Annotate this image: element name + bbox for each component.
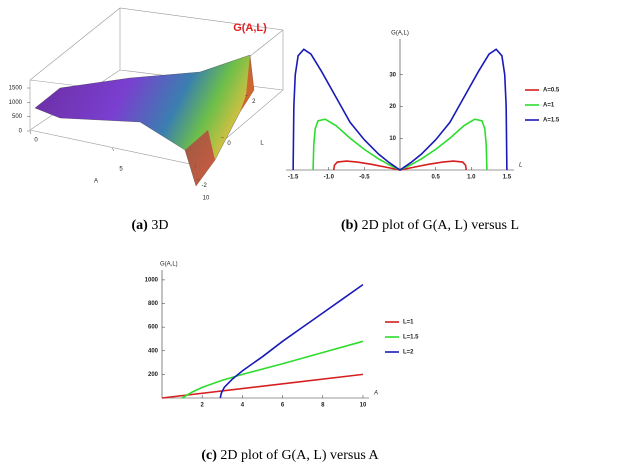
chart-title: G(A,L) (160, 262, 178, 268)
x-tick-label: 1.0 (467, 175, 476, 181)
y-tick-label: 10 (389, 136, 396, 142)
surface (34, 54, 255, 187)
y-tick-label: 600 (148, 325, 159, 331)
y-tick-label: 400 (148, 348, 159, 354)
y-tick-label: 20 (389, 104, 396, 110)
z-tick-label: 1500 (9, 86, 23, 92)
caption-label: (a) (132, 218, 149, 233)
y-tick-label: 1000 (145, 277, 159, 283)
x-tick-label: 0.5 (431, 175, 440, 181)
x-axis-label: A (94, 179, 98, 185)
caption-text: 2D plot of G(A, L) versus L (362, 218, 519, 233)
caption: (a) 3D (132, 218, 169, 233)
x-tick-label: -1.5 (288, 175, 299, 181)
legend-label: A=0.5 (543, 88, 560, 94)
x-tick (112, 147, 114, 152)
legend-label: L=2 (403, 350, 414, 356)
series-line (181, 340, 364, 399)
x-axis-label: A (373, 391, 378, 397)
x-tick-label: 8 (321, 403, 325, 409)
series-line (219, 283, 364, 399)
x-tick-label: -1.0 (324, 175, 335, 181)
legend-label: A=1 (543, 103, 555, 109)
x-tick-label: 10 (360, 403, 367, 409)
caption: (c) 2D plot of G(A, L) versus A (201, 448, 379, 463)
x-tick-label: 5 (119, 167, 123, 173)
legend-label: L=1 (403, 320, 414, 326)
chart-title: G(A,L) (391, 31, 409, 37)
x-tick (29, 130, 32, 135)
x-tick (194, 164, 197, 169)
caption: (b) 2D plot of G(A, L) versus L (341, 218, 519, 233)
y-tick-label: 800 (148, 301, 159, 307)
caption-text: 3D (151, 218, 168, 233)
series-line (161, 373, 364, 399)
y-axis-label: L (260, 141, 264, 147)
x-tick-label: 1.5 (503, 175, 512, 181)
legend-label: L=1.5 (403, 335, 419, 341)
x-tick-label: 6 (281, 403, 285, 409)
y-tick-label: 0 (227, 141, 231, 147)
y-tick-label: 200 (148, 372, 159, 378)
y-tick-label: 30 (389, 72, 396, 78)
x-axis-label: L (519, 163, 522, 169)
x-tick-label: 0 (34, 138, 38, 144)
z-tick-label: 500 (12, 114, 23, 120)
caption-label: (b) (341, 218, 358, 233)
z-tick-label: 0 (19, 129, 23, 135)
x-tick-label: 10 (203, 196, 210, 202)
caption-label: (c) (201, 448, 217, 463)
y-tick-label: 2 (252, 99, 256, 105)
x-tick-label: 4 (241, 403, 245, 409)
y-tick-label: -2 (202, 183, 208, 189)
series-line (292, 48, 508, 171)
caption-text: 2D plot of G(A, L) versus A (220, 448, 379, 463)
chart-title: G(A,L) (233, 22, 267, 34)
z-tick-label: 1000 (9, 100, 23, 106)
x-tick-label: -0.5 (359, 175, 370, 181)
x-tick-label: 2 (201, 403, 205, 409)
legend-label: A=1.5 (543, 118, 560, 124)
